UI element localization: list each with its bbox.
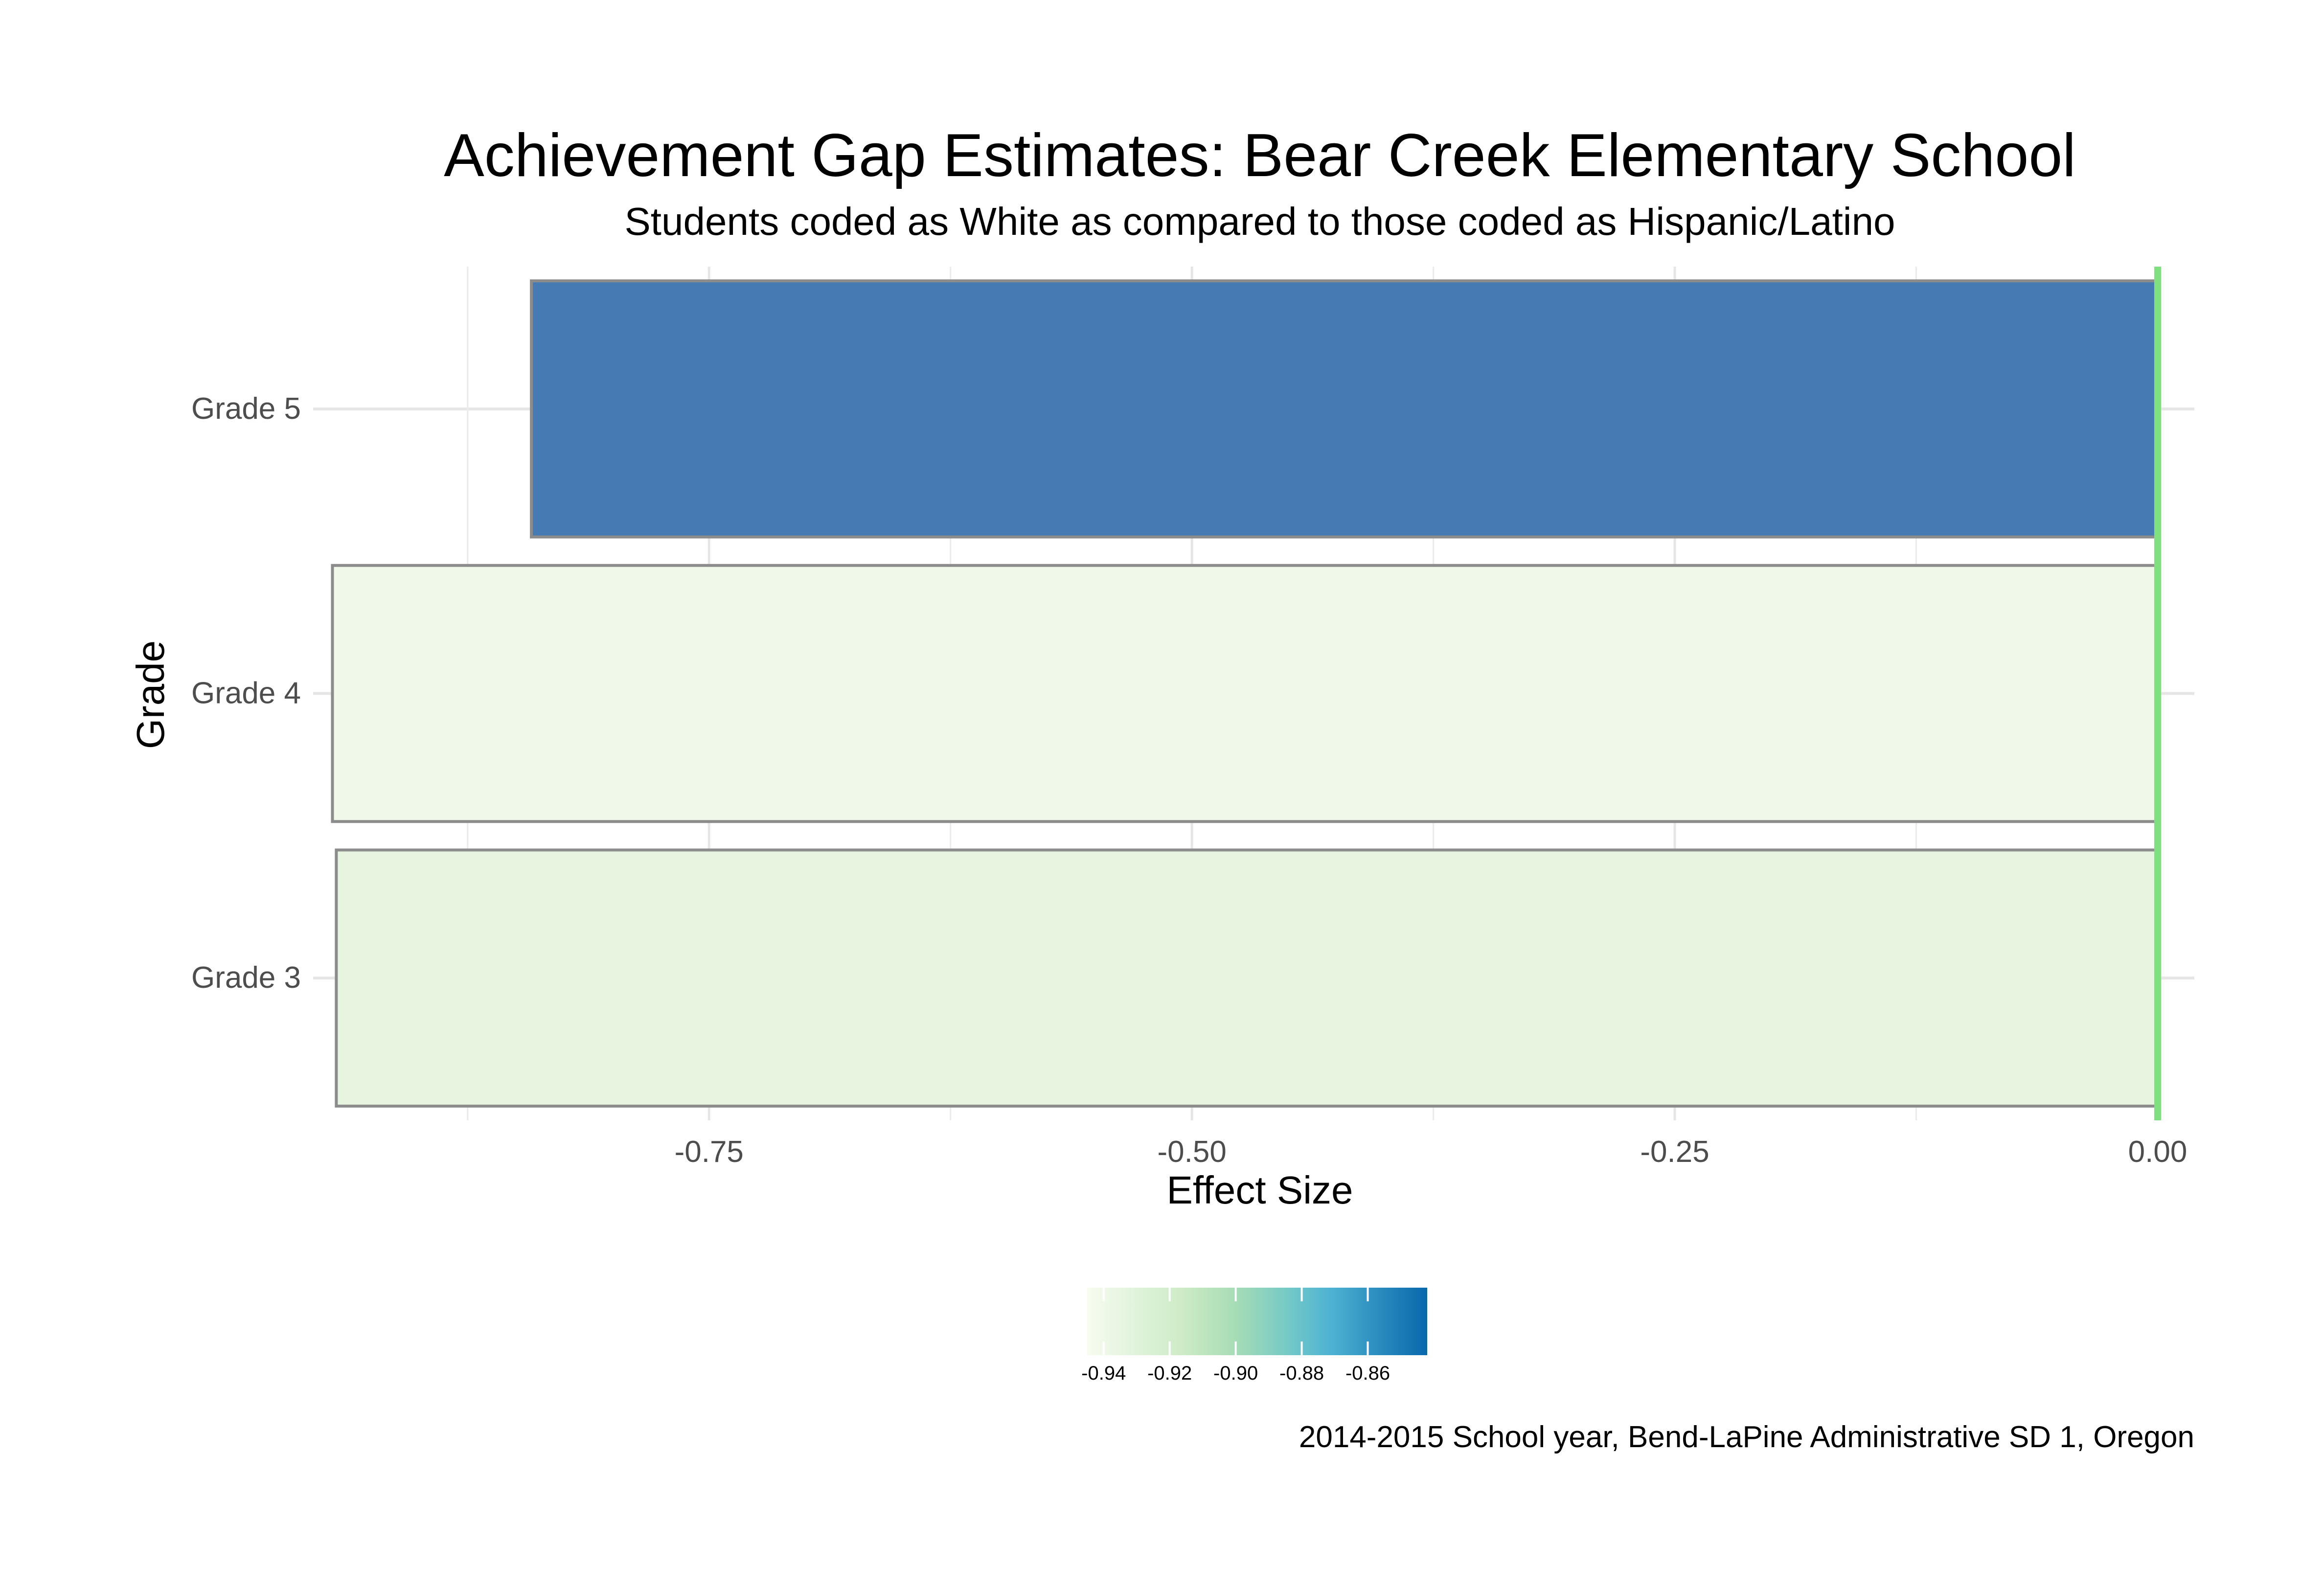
- colorbar-ticks: -0.94 -0.92 -0.90 -0.88 -0.86: [1081, 1288, 1390, 1384]
- x-tick-label: 0.00: [2128, 1135, 2187, 1169]
- colorbar-tick-label: -0.94: [1081, 1363, 1126, 1384]
- y-tick-label: Grade 3: [191, 961, 301, 995]
- chart-subtitle: Students coded as White as compared to t…: [624, 200, 1895, 243]
- y-axis-ticks: Grade 3 Grade 4 Grade 5: [191, 392, 301, 995]
- y-axis-label: Grade: [129, 640, 172, 749]
- colorbar-gradient: [1087, 1288, 1427, 1355]
- y-tick-label: Grade 5: [191, 392, 301, 426]
- y-tick-label: Grade 4: [191, 677, 301, 710]
- bars: [331, 279, 2159, 1108]
- bar-grade-5: [530, 279, 2159, 539]
- bar-grade-3: [335, 848, 2159, 1108]
- colorbar-legend: -0.94 -0.92 -0.90 -0.88 -0.86: [1081, 1288, 1427, 1384]
- x-tick-label: -0.50: [1158, 1135, 1227, 1169]
- chart-title: Achievement Gap Estimates: Bear Creek El…: [444, 122, 2076, 189]
- chart-caption: 2014-2015 School year, Bend-LaPine Admin…: [1299, 1420, 2194, 1454]
- x-axis-label: Effect Size: [1167, 1168, 1353, 1212]
- bar-grade-4: [331, 564, 2159, 823]
- colorbar-tick-label: -0.86: [1345, 1363, 1390, 1384]
- x-tick-label: -0.75: [675, 1135, 744, 1169]
- x-axis-ticks: -0.75 -0.50 -0.25 0.00: [675, 1135, 2187, 1169]
- colorbar-tick-label: -0.92: [1147, 1363, 1192, 1384]
- colorbar-tick-label: -0.88: [1279, 1363, 1324, 1384]
- colorbar-tick-label: -0.90: [1213, 1363, 1258, 1384]
- x-tick-label: -0.25: [1640, 1135, 1709, 1169]
